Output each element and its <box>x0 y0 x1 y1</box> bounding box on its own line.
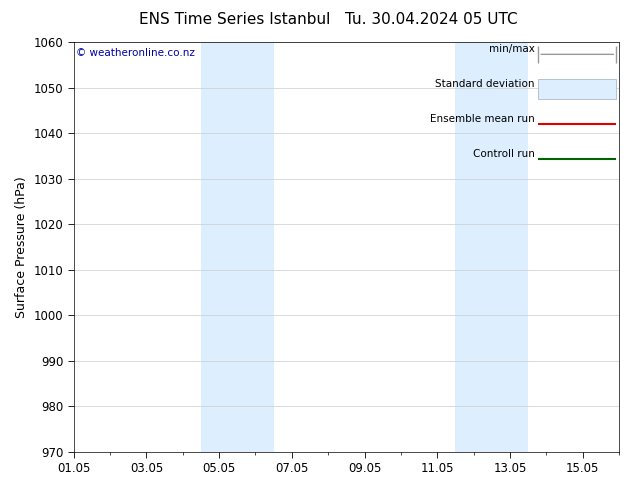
Text: Tu. 30.04.2024 05 UTC: Tu. 30.04.2024 05 UTC <box>345 12 517 27</box>
Bar <box>201 42 274 452</box>
Bar <box>455 42 528 452</box>
Text: min/max: min/max <box>489 44 534 54</box>
Text: Ensemble mean run: Ensemble mean run <box>430 114 534 123</box>
Bar <box>538 79 616 99</box>
Text: Standard deviation: Standard deviation <box>435 79 534 89</box>
Text: Controll run: Controll run <box>472 148 534 159</box>
Y-axis label: Surface Pressure (hPa): Surface Pressure (hPa) <box>15 176 28 318</box>
Text: ENS Time Series Istanbul: ENS Time Series Istanbul <box>139 12 330 27</box>
Text: © weatheronline.co.nz: © weatheronline.co.nz <box>77 48 195 58</box>
